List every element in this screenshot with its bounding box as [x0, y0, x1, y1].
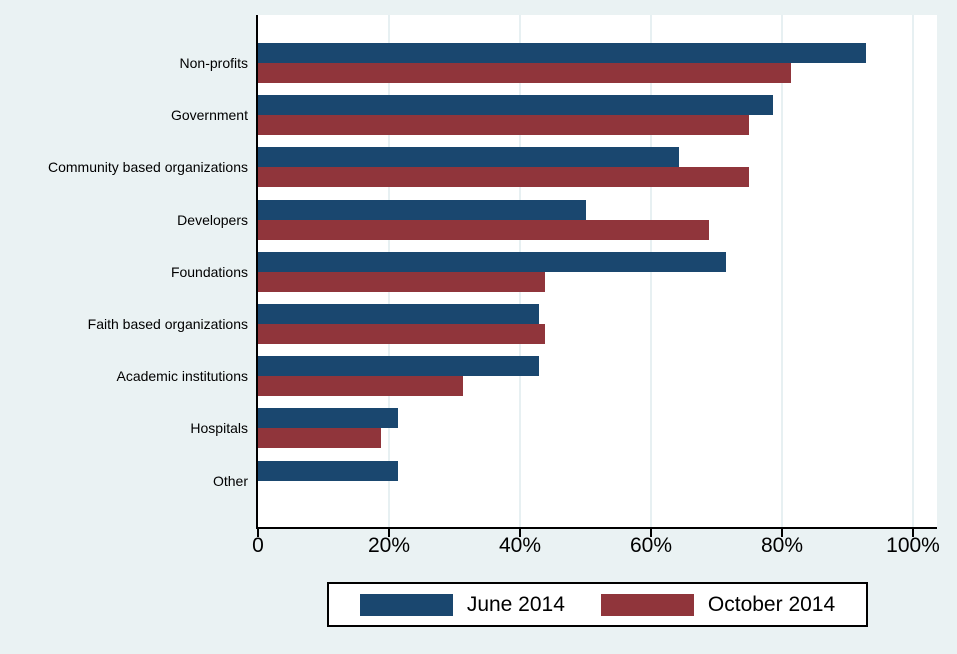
bar-october-2014-non-profits: [258, 63, 791, 83]
x-tick-0: [257, 529, 259, 537]
plot-area: [256, 15, 937, 529]
category-label-foundations: Foundations: [170, 263, 248, 280]
bar-june-2014-academic-institutions: [258, 356, 539, 377]
category-label-developers: Developers: [177, 211, 248, 228]
bar-october-2014-community-based-organizations: [258, 167, 750, 188]
category-label-academic-institutions: Academic institutions: [116, 368, 248, 385]
category-label-non-profits: Non-profits: [179, 55, 248, 71]
category-label-community-based-organizations: Community based organizations: [48, 159, 248, 176]
gridline-80: [781, 15, 783, 527]
x-tick-label-100: 100%: [886, 534, 940, 557]
legend: June 2014 October 2014: [327, 582, 868, 627]
bar-october-2014-faith-based-organizations: [258, 324, 545, 344]
x-tick-label-40: 40%: [498, 534, 542, 557]
x-tick-60: [650, 529, 652, 537]
x-tick-label-80: 80%: [760, 534, 804, 557]
legend-item-june-2014: June 2014: [359, 592, 565, 617]
legend-item-october-2014: October 2014: [600, 592, 836, 617]
legend-swatch-october-2014: [600, 593, 694, 616]
bar-october-2014-government: [258, 115, 750, 136]
category-label-government: Government: [170, 107, 248, 124]
legend-label-june-2014: June 2014: [466, 592, 565, 616]
bar-june-2014-government: [258, 95, 773, 116]
bar-june-2014-community-based-organizations: [258, 147, 680, 168]
x-tick-100: [912, 529, 914, 537]
legend-swatch-june-2014: [359, 593, 453, 616]
bar-october-2014-developers: [258, 219, 709, 240]
bar-june-2014-foundations: [258, 251, 726, 272]
bar-june-2014-hospitals: [258, 408, 399, 429]
legend-label-october-2014: October 2014: [707, 592, 836, 616]
bar-june-2014-developers: [258, 199, 586, 220]
gridline-100: [912, 15, 914, 527]
x-tick-40: [519, 529, 521, 537]
bar-october-2014-hospitals: [258, 428, 382, 449]
bar-october-2014-academic-institutions: [258, 376, 463, 397]
bar-october-2014-foundations: [258, 271, 545, 292]
x-tick-label-0: 0: [252, 534, 264, 557]
category-label-hospitals: Hospitals: [190, 420, 248, 437]
category-label-other: Other: [212, 472, 248, 489]
category-label-faith-based-organizations: Faith based organizations: [87, 316, 248, 332]
bar-june-2014-other: [258, 460, 399, 481]
x-tick-label-20: 20%: [367, 534, 411, 557]
bar-june-2014-faith-based-organizations: [258, 304, 539, 324]
x-tick-20: [388, 529, 390, 537]
x-tick-label-60: 60%: [629, 534, 673, 557]
x-tick-80: [781, 529, 783, 537]
bar-june-2014-non-profits: [258, 43, 867, 63]
